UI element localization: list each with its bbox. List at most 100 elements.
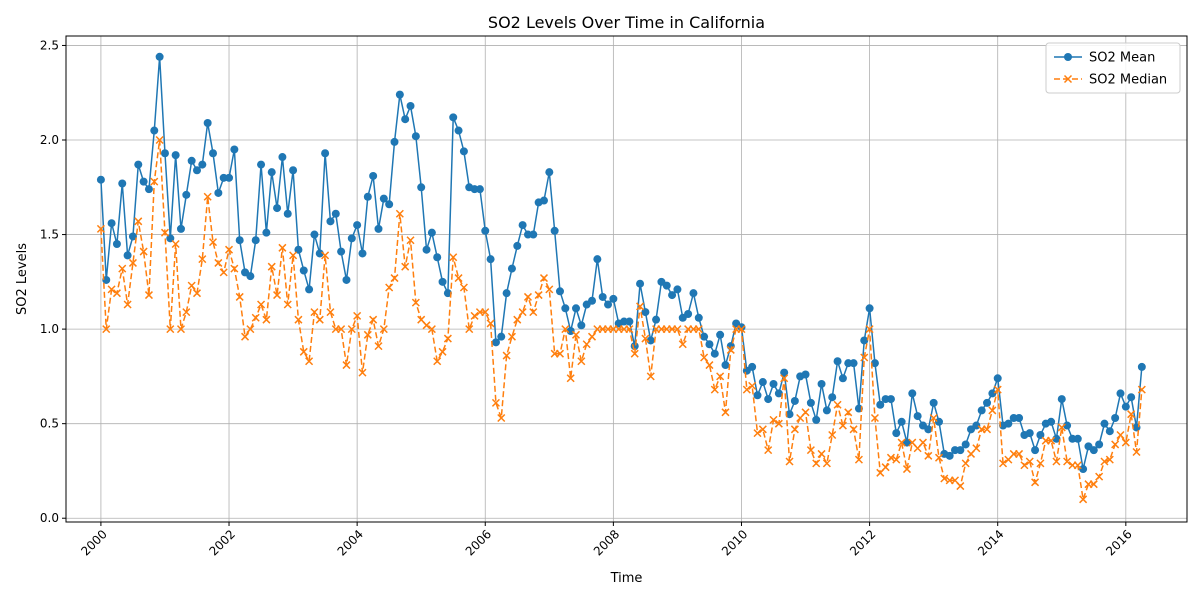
data-point-x <box>806 446 815 455</box>
data-point-x <box>1111 440 1120 449</box>
data-point-x <box>459 283 468 292</box>
data-point-x <box>363 330 372 339</box>
data-point-circle <box>1095 440 1104 449</box>
data-point-circle <box>411 132 420 141</box>
data-point-x <box>454 274 463 283</box>
data-point-x <box>283 300 292 309</box>
data-point-x <box>983 425 992 434</box>
y-tick-label: 1.0 <box>40 322 59 336</box>
data-point-circle <box>977 406 986 415</box>
data-point-circle <box>961 440 970 449</box>
data-point-circle <box>774 389 783 398</box>
data-point-circle <box>1031 446 1040 455</box>
data-point-x <box>182 308 191 317</box>
data-point-circle <box>454 126 463 135</box>
data-point-circle <box>1089 446 1098 455</box>
data-point-circle <box>1004 419 1013 428</box>
data-point-x <box>934 453 944 462</box>
data-point-circle <box>198 160 207 169</box>
data-point-circle <box>870 359 879 368</box>
data-point-x <box>956 482 965 491</box>
data-point-x <box>854 455 863 464</box>
data-point-circle <box>700 332 709 341</box>
data-point-x <box>748 381 757 390</box>
data-point-x <box>801 408 810 417</box>
data-point-x <box>1100 457 1109 466</box>
data-point-x <box>790 425 799 434</box>
data-point-x <box>449 253 458 262</box>
data-point-circle <box>475 185 484 194</box>
data-point-x <box>326 308 335 317</box>
data-point-x <box>1132 448 1141 457</box>
data-point-circle <box>1111 413 1120 422</box>
data-point-x <box>438 347 447 356</box>
data-point-x <box>838 421 847 430</box>
data-point-circle <box>1052 434 1061 443</box>
data-point-x <box>433 357 442 366</box>
plot-area-frame <box>65 35 1188 523</box>
data-point-x <box>625 325 634 334</box>
data-point-x <box>577 357 586 366</box>
data-point-circle <box>817 379 826 388</box>
data-point-circle <box>753 391 762 400</box>
data-point-x <box>224 245 234 254</box>
data-point-x <box>539 274 549 283</box>
data-point-circle <box>214 188 223 197</box>
data-point-circle <box>486 255 495 264</box>
data-point-x <box>486 319 495 328</box>
data-point-x <box>1095 472 1104 481</box>
data-point-circle <box>342 275 351 284</box>
data-point-x <box>406 236 415 245</box>
data-point-x <box>267 262 276 271</box>
data-point-x <box>780 374 789 383</box>
data-point-x <box>833 400 842 409</box>
series-line <box>100 139 1143 500</box>
data-point-x <box>257 300 266 309</box>
data-point-circle <box>369 171 378 180</box>
data-point-circle <box>833 357 842 366</box>
data-point-circle <box>838 374 847 383</box>
data-point-circle <box>710 349 719 358</box>
data-point-circle <box>812 415 821 424</box>
data-point-circle <box>572 304 581 313</box>
data-point-circle <box>209 149 218 158</box>
data-point-circle <box>235 236 244 245</box>
data-point-circle <box>374 224 383 233</box>
data-point-x <box>587 332 597 341</box>
data-point-x <box>134 217 143 226</box>
data-point-x <box>566 374 575 383</box>
data-point-circle <box>1079 465 1088 474</box>
y-tick-label: 1.5 <box>40 228 59 242</box>
x-axis-title: Time <box>610 571 643 586</box>
data-point-x <box>160 228 169 237</box>
data-point-circle <box>785 410 794 419</box>
data-point-x <box>192 289 202 298</box>
data-point-circle <box>433 253 442 262</box>
data-point-x <box>902 465 911 474</box>
chart-title: SO2 Levels Over Time in California <box>488 13 765 32</box>
data-point-circle <box>1121 402 1130 411</box>
data-point-circle <box>529 230 538 239</box>
data-point-circle <box>481 226 490 235</box>
data-point-x <box>1089 480 1098 489</box>
data-point-x <box>753 429 762 438</box>
data-point-circle <box>310 230 319 239</box>
data-point-circle <box>267 168 276 177</box>
data-point-circle <box>716 330 725 339</box>
data-point-x <box>176 325 186 334</box>
data-point-circle <box>321 149 330 158</box>
data-point-circle <box>187 156 196 165</box>
data-point-x <box>812 459 821 468</box>
data-point-x <box>972 444 981 453</box>
data-point-x <box>561 325 570 334</box>
data-point-circle <box>598 292 607 301</box>
series-so2-mean <box>96 52 1146 474</box>
data-point-circle <box>630 342 639 351</box>
data-point-x <box>497 413 506 423</box>
data-point-circle <box>251 236 260 245</box>
data-point-x <box>390 274 399 283</box>
data-point-x <box>112 289 121 298</box>
data-point-circle <box>684 309 693 318</box>
data-point-x <box>401 262 410 271</box>
